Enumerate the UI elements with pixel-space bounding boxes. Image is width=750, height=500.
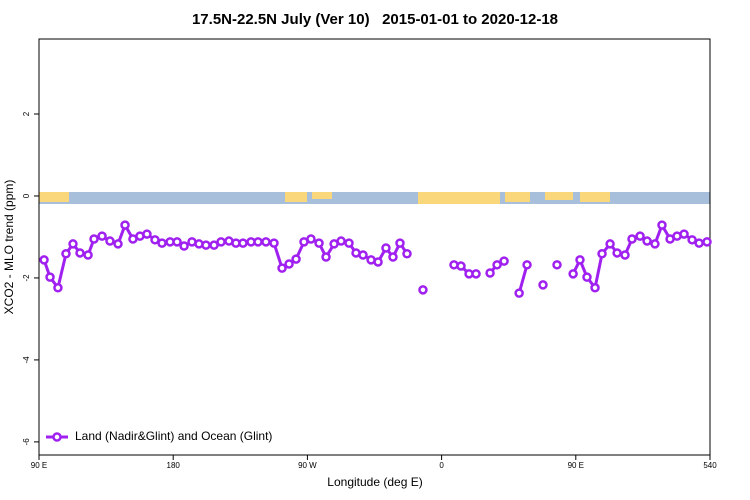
data-point — [694, 238, 704, 248]
data-point — [395, 238, 405, 248]
x-tick-label: 180 — [167, 461, 181, 470]
chart-title: 17.5N-22.5N July (Ver 10) 2015-01-01 to … — [192, 11, 558, 28]
x-tick-label: 90 E — [31, 461, 47, 470]
data-point — [68, 239, 78, 249]
data-point — [53, 283, 63, 293]
data-point — [492, 260, 502, 270]
legend-label: Land (Nadir&Glint) and Ocean (Glint) — [75, 429, 272, 443]
data-point — [75, 248, 85, 258]
data-point — [552, 260, 562, 270]
data-point — [514, 288, 524, 298]
data-point — [179, 241, 189, 251]
land-ocean-strip — [39, 192, 710, 204]
data-point — [291, 254, 301, 264]
data-point — [605, 239, 615, 249]
x-axis-label: Longitude (deg E) — [327, 475, 422, 489]
data-point — [568, 269, 578, 279]
data-point — [657, 220, 667, 230]
data-point — [597, 249, 607, 259]
data-point — [120, 220, 130, 230]
data-point — [97, 231, 107, 241]
data-point — [284, 259, 294, 269]
data-point — [269, 238, 279, 248]
data-point — [238, 238, 248, 248]
x-tick-label: 540 — [703, 461, 717, 470]
data-point — [321, 252, 331, 262]
data-point — [612, 248, 622, 258]
data-point — [679, 229, 689, 239]
data-point — [485, 268, 495, 278]
data-point — [39, 255, 49, 265]
data-point — [209, 240, 219, 250]
data-point — [253, 237, 263, 247]
data-point — [575, 255, 585, 265]
data-point — [642, 236, 652, 246]
data-point — [627, 234, 637, 244]
legend-marker — [52, 432, 62, 442]
data-point — [142, 229, 152, 239]
data-point — [522, 260, 532, 270]
x-tick-label: 90 W — [298, 461, 317, 470]
plot-frame — [38, 38, 711, 456]
data-point — [336, 236, 346, 246]
data-point — [61, 249, 71, 259]
data-point — [172, 237, 182, 247]
y-tick-label: -6 — [22, 438, 31, 446]
data-point — [261, 237, 271, 247]
data-point — [650, 239, 660, 249]
y-tick-label: 2 — [22, 111, 31, 116]
y-tick-label: -2 — [22, 274, 31, 282]
data-point — [83, 250, 93, 260]
data-point — [687, 235, 697, 245]
data-point — [620, 250, 630, 260]
data-point — [635, 231, 645, 241]
data-point — [157, 238, 167, 248]
data-point — [471, 269, 481, 279]
data-point — [373, 257, 383, 267]
data-point — [201, 240, 211, 250]
data-point — [388, 252, 398, 262]
x-tick-label: 90 E — [568, 461, 584, 470]
y-tick-label: -4 — [22, 356, 31, 364]
data-point — [45, 272, 55, 282]
data-point — [582, 272, 592, 282]
data-point — [105, 236, 115, 246]
y-axis-label: XCO2 - MLO trend (ppm) — [2, 180, 16, 315]
data-point — [150, 235, 160, 245]
x-tick-label: 0 — [439, 461, 444, 470]
data-point — [306, 234, 316, 244]
data-point — [499, 256, 509, 266]
data-point — [344, 238, 354, 248]
data-point — [402, 249, 412, 259]
data-point — [538, 280, 548, 290]
data-point — [314, 238, 324, 248]
data-point — [216, 237, 226, 247]
data-point — [358, 250, 368, 260]
data-point — [590, 283, 600, 293]
data-point — [456, 261, 466, 271]
data-point — [89, 234, 99, 244]
data-point — [418, 285, 428, 295]
y-tick-label: 0 — [22, 193, 31, 198]
data-point — [702, 237, 712, 247]
data-point — [277, 263, 287, 273]
data-point — [113, 239, 123, 249]
data-point — [381, 243, 391, 253]
